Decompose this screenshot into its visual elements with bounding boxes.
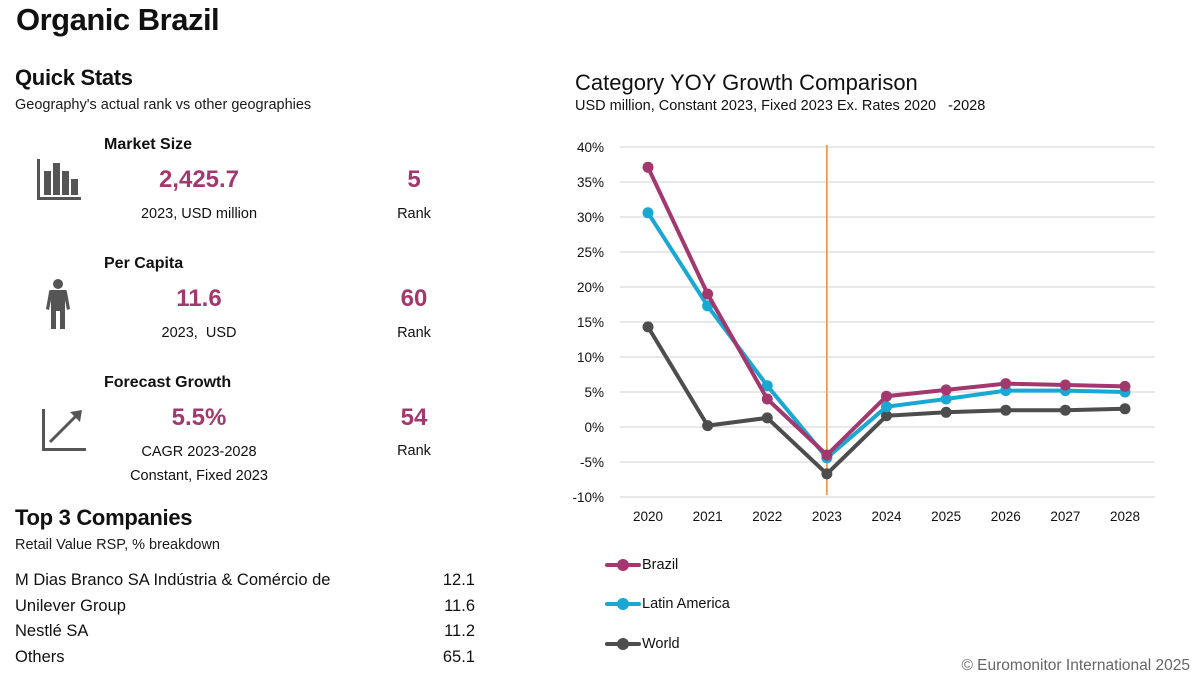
person-icon <box>46 279 70 329</box>
data-point <box>761 380 773 392</box>
company-share: 65.1 <box>442 648 475 666</box>
top-companies-subtitle: Retail Value RSP, % breakdown <box>15 537 220 553</box>
chart-title: Category YOY Growth Comparison <box>575 70 918 95</box>
data-point <box>1000 404 1012 416</box>
y-tick-label: -10% <box>572 490 604 505</box>
table-row: Nestlé SA 11.2 <box>15 622 475 648</box>
stat-value: 5.5% <box>171 404 227 431</box>
x-tick-label: 2027 <box>1050 509 1080 524</box>
stat-caption-secondary: Constant, Fixed 2023 <box>130 468 268 484</box>
company-share: 12.1 <box>442 571 475 589</box>
quick-stats-subtitle: Geography's actual rank vs other geograp… <box>15 97 312 113</box>
company-name: M Dias Branco SA Indústria & Comércio de <box>15 571 331 589</box>
table-row: M Dias Branco SA Indústria & Comércio de… <box>15 571 475 597</box>
data-point <box>1119 403 1131 415</box>
series-brazil <box>642 161 1131 461</box>
gridlines <box>620 146 1155 498</box>
stat-value: 2,425.7 <box>158 166 240 193</box>
data-point <box>702 420 714 432</box>
y-tick-label: 40% <box>577 140 604 155</box>
rank-caption: Rank <box>397 443 431 459</box>
y-axis-ticks: 40% 35% 30% 25% 20% 15% 10% 5% 0% -5% -10% <box>572 140 604 505</box>
data-point <box>1000 378 1012 390</box>
stat-caption: CAGR 2023-2028 <box>141 444 257 460</box>
x-tick-label: 2021 <box>693 509 723 524</box>
stat-value: 11.6 <box>176 285 222 312</box>
data-point <box>881 390 892 402</box>
data-point <box>940 384 952 396</box>
chart-subtitle: USD million, Constant 2023, Fixed 2023 E… <box>575 98 986 114</box>
rank-value: 54 <box>400 404 428 431</box>
copyright: © Euromonitor International 2025 <box>961 657 1190 674</box>
series-world <box>642 321 1131 480</box>
y-tick-label: 25% <box>577 245 604 260</box>
y-tick-label: 35% <box>577 175 604 190</box>
y-tick-label: 20% <box>577 280 604 295</box>
data-point <box>940 393 952 405</box>
x-tick-label: 2024 <box>871 509 902 524</box>
table-row: Unilever Group 11.6 <box>15 597 475 623</box>
legend-swatch-brazil <box>605 559 641 571</box>
legend-item-latin-america: Latin America <box>605 594 730 614</box>
page-title: Organic Brazil <box>16 2 220 37</box>
legend-swatch-world <box>605 638 641 650</box>
company-name: Unilever Group <box>15 597 126 615</box>
data-point <box>1059 404 1071 416</box>
data-point <box>881 401 892 413</box>
legend-label: Latin America <box>642 596 730 612</box>
x-tick-label: 2025 <box>931 509 961 524</box>
x-tick-label: 2023 <box>812 509 842 524</box>
stat-label: Per Capita <box>104 255 184 272</box>
rank-caption: Rank <box>397 206 431 222</box>
legend-item-brazil: Brazil <box>605 555 678 575</box>
data-point <box>1059 379 1071 391</box>
data-point <box>1119 380 1131 392</box>
legend-item-world: World <box>605 634 680 654</box>
y-tick-label: 30% <box>577 210 604 225</box>
y-tick-label: 5% <box>584 385 604 400</box>
company-share: 11.2 <box>444 622 475 640</box>
bar-chart-icon <box>37 159 81 200</box>
stat-label: Market Size <box>104 136 193 153</box>
y-tick-label: 10% <box>577 350 604 365</box>
company-share: 11.6 <box>444 597 475 615</box>
growth-arrow-icon <box>42 409 86 451</box>
company-name: Others <box>15 648 65 666</box>
data-point <box>642 161 654 173</box>
data-point <box>940 406 952 418</box>
legend-swatch-latin-america <box>605 598 641 610</box>
data-point <box>702 288 714 300</box>
x-tick-label: 2022 <box>752 509 782 524</box>
x-axis-ticks: 2020 2021 2022 2023 2024 2025 2026 2027 2028 <box>633 509 1140 524</box>
data-point <box>642 207 654 219</box>
table-row: Others 65.1 <box>15 648 475 674</box>
data-point <box>702 300 714 312</box>
y-tick-label: -5% <box>580 455 604 470</box>
x-tick-label: 2028 <box>1110 509 1140 524</box>
stat-label: Forecast Growth <box>104 374 232 391</box>
data-point <box>761 393 773 405</box>
x-tick-label: 2026 <box>991 509 1021 524</box>
legend-label: World <box>642 636 680 652</box>
legend-label: Brazil <box>642 557 679 573</box>
data-point <box>881 410 892 422</box>
quick-stats-title: Quick Stats <box>15 65 133 90</box>
series <box>642 161 1131 480</box>
rank-caption: Rank <box>397 325 431 341</box>
data-point <box>642 321 654 333</box>
data-point <box>761 412 773 424</box>
company-name: Nestlé SA <box>15 622 89 640</box>
y-tick-label: 15% <box>577 315 604 330</box>
top-companies-title: Top 3 Companies <box>15 505 193 530</box>
stat-caption: 2023, USD million <box>140 206 258 222</box>
data-point <box>821 449 833 461</box>
x-tick-label: 2020 <box>633 509 663 524</box>
rank-value: 60 <box>400 285 428 312</box>
rank-value: 5 <box>407 166 421 193</box>
y-tick-label: 0% <box>584 420 604 435</box>
stat-caption: 2023, USD <box>161 325 237 341</box>
data-point <box>821 468 833 480</box>
